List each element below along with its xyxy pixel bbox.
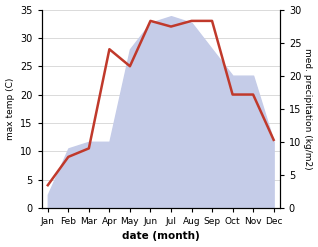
Y-axis label: max temp (C): max temp (C) xyxy=(5,78,15,140)
Y-axis label: med. precipitation (kg/m2): med. precipitation (kg/m2) xyxy=(303,48,313,169)
X-axis label: date (month): date (month) xyxy=(122,231,200,242)
